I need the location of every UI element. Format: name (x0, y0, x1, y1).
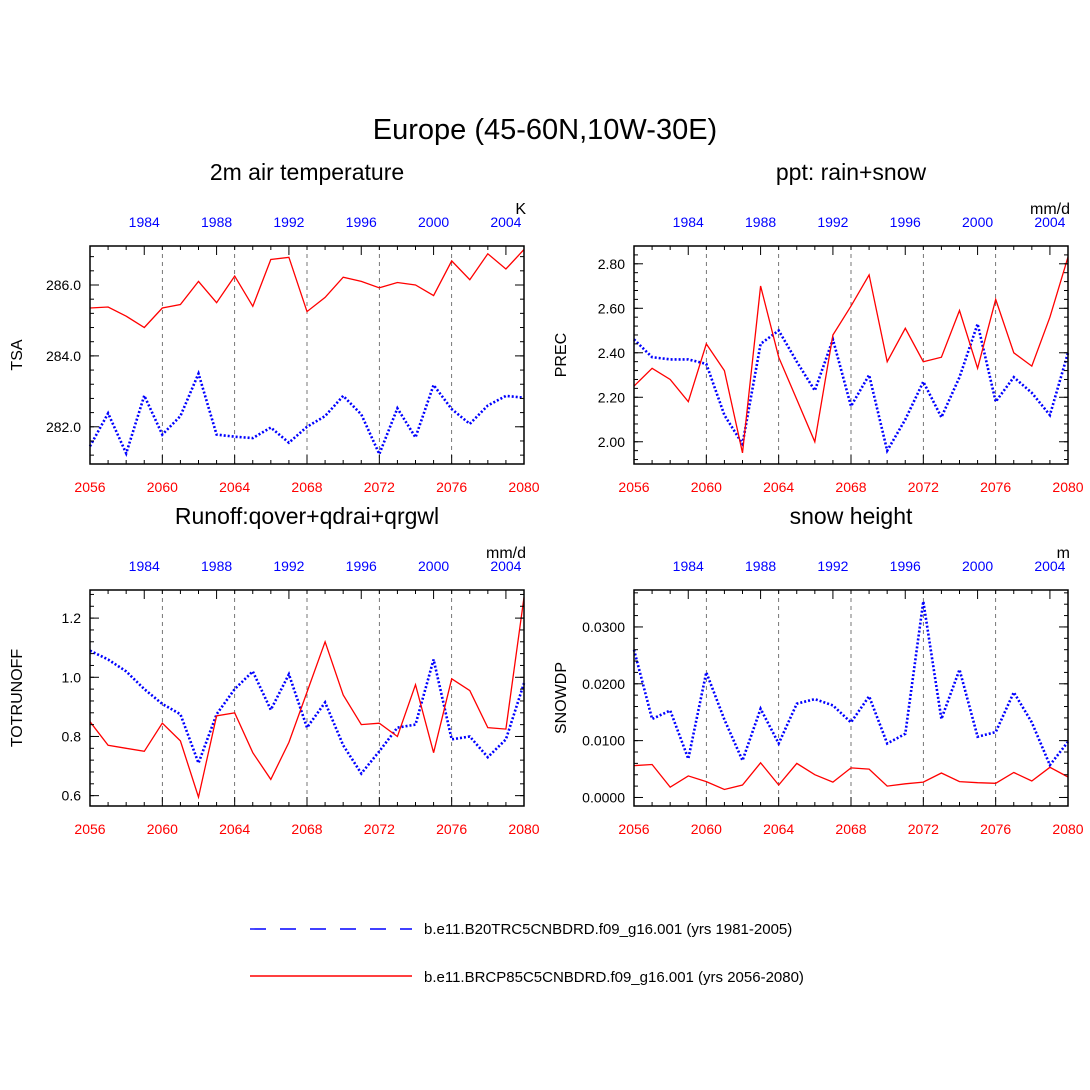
chart-panel-4: snow height m SNOWDP 2056 2060 2064 2068 2072 20… (553, 503, 1084, 837)
x-bottom-tick-label: 2068 (835, 479, 866, 495)
x-top-tick-label: 2004 (1034, 558, 1065, 574)
control-series-line (633, 319, 1070, 455)
x-top-tick-label: 1996 (890, 558, 921, 574)
chart-title: Runoff:qover+qdrai+qrgwl (175, 503, 439, 529)
x-bottom-tick-label: 2060 (691, 479, 722, 495)
x-top-tick-label: 1988 (201, 214, 232, 230)
y-axis-label: SNOWDP (553, 662, 570, 734)
x-top-tick-label: 1984 (673, 558, 704, 574)
y-tick-label: 2.00 (598, 434, 625, 450)
x-top-tick-label: 1988 (201, 558, 232, 574)
x-top-tick-label: 1996 (346, 558, 377, 574)
x-bottom-tick-label: 2056 (618, 821, 649, 837)
x-top-tick-label: 1992 (273, 214, 304, 230)
x-top-tick-label: 1996 (890, 214, 921, 230)
y-tick-label: 286.0 (46, 277, 81, 293)
x-bottom-tick-label: 2056 (74, 821, 105, 837)
y-tick-label: 0.0000 (582, 789, 625, 805)
y-tick-label: 1.0 (62, 669, 82, 685)
x-bottom-tick-label: 2064 (763, 479, 794, 495)
chart-title: ppt: rain+snow (776, 159, 927, 185)
x-bottom-tick-label: 2064 (763, 821, 794, 837)
y-axis-label: TOTRUNOFF (9, 649, 26, 748)
x-top-tick-label: 2004 (490, 214, 521, 230)
x-bottom-tick-label: 2076 (436, 821, 467, 837)
x-top-tick-label: 2004 (490, 558, 521, 574)
x-bottom-tick-label: 2064 (219, 821, 250, 837)
x-bottom-tick-label: 2068 (291, 821, 322, 837)
chart-panel-2: ppt: rain+snow mm/d PREC 2056 2060 2064 2068 20… (553, 159, 1084, 495)
units-label: mm/d (1030, 201, 1070, 218)
x-bottom-tick-label: 2060 (147, 479, 178, 495)
x-top-tick-label: 1984 (673, 214, 704, 230)
x-top-tick-label: 1996 (346, 214, 377, 230)
y-tick-label: 282.0 (46, 419, 81, 435)
x-top-tick-label: 2000 (418, 558, 449, 574)
x-bottom-tick-label: 2072 (908, 821, 939, 837)
chart-panel-3: Runoff:qover+qdrai+qrgwl mm/d TOTRUNOFF 205… (9, 503, 540, 837)
y-tick-label: 0.6 (62, 788, 82, 804)
y-axis-label: PREC (553, 333, 570, 377)
x-bottom-tick-label: 2060 (691, 821, 722, 837)
x-top-tick-label: 2000 (418, 214, 449, 230)
x-bottom-tick-label: 2056 (74, 479, 105, 495)
x-top-tick-label: 2004 (1034, 214, 1065, 230)
y-tick-label: 0.8 (62, 728, 82, 744)
x-bottom-tick-label: 2076 (980, 479, 1011, 495)
y-tick-label: 1.2 (62, 610, 82, 626)
legend-control-label: b.e11.B20TRC5CNBDRD.f09_g16.001 (yrs 198… (424, 921, 792, 938)
units-label: m (1057, 545, 1070, 562)
x-top-tick-label: 1988 (745, 558, 776, 574)
x-bottom-tick-label: 2076 (980, 821, 1011, 837)
units-label: mm/d (486, 545, 526, 562)
x-top-tick-label: 1992 (817, 214, 848, 230)
x-bottom-tick-label: 2072 (364, 821, 395, 837)
future-series-line (633, 256, 1069, 454)
figure-title: Europe (45-60N,10W-30E) (373, 114, 717, 146)
x-bottom-tick-label: 2060 (147, 821, 178, 837)
x-bottom-tick-label: 2056 (618, 479, 649, 495)
x-bottom-tick-label: 2068 (291, 479, 322, 495)
y-tick-label: 0.0100 (582, 733, 625, 749)
future-series-line (89, 249, 525, 329)
x-top-tick-label: 2000 (962, 214, 993, 230)
chart-title: snow height (790, 503, 913, 529)
x-top-tick-label: 1988 (745, 214, 776, 230)
x-bottom-tick-label: 2076 (436, 479, 467, 495)
x-bottom-tick-label: 2080 (1052, 821, 1083, 837)
y-tick-label: 2.20 (598, 389, 625, 405)
x-bottom-tick-label: 2080 (508, 479, 539, 495)
x-top-tick-label: 1992 (817, 558, 848, 574)
legend-future-label: b.e11.BRCP85C5CNBDRD.f09_g16.001 (yrs 20… (424, 969, 804, 986)
control-series-line (88, 369, 525, 458)
chart-title: 2m air temperature (210, 159, 404, 185)
panels: 2m air temperature K TSA 2056 2060 2064 2068 20… (9, 159, 1084, 837)
x-bottom-tick-label: 2072 (364, 479, 395, 495)
legend: b.e11.B20TRC5CNBDRD.f09_g16.001 (yrs 198… (250, 921, 804, 986)
x-top-tick-label: 1984 (129, 558, 160, 574)
y-tick-label: 2.40 (598, 345, 625, 361)
chart-panel-1: 2m air temperature K TSA 2056 2060 2064 2068 20… (9, 159, 540, 495)
x-bottom-tick-label: 2080 (508, 821, 539, 837)
x-bottom-tick-label: 2068 (835, 821, 866, 837)
future-series-line (633, 761, 1069, 791)
x-bottom-tick-label: 2072 (908, 479, 939, 495)
x-bottom-tick-label: 2080 (1052, 479, 1083, 495)
y-tick-label: 0.0200 (582, 676, 625, 692)
x-top-tick-label: 1992 (273, 558, 304, 574)
y-axis-label: TSA (9, 339, 26, 370)
x-top-tick-label: 2000 (962, 558, 993, 574)
y-tick-label: 2.60 (598, 300, 625, 316)
y-tick-label: 284.0 (46, 348, 81, 364)
y-tick-label: 2.80 (598, 256, 625, 272)
y-tick-label: 0.0300 (582, 619, 625, 635)
future-series-line (89, 597, 525, 800)
units-label: K (515, 201, 526, 218)
x-bottom-tick-label: 2064 (219, 479, 250, 495)
x-top-tick-label: 1984 (129, 214, 160, 230)
